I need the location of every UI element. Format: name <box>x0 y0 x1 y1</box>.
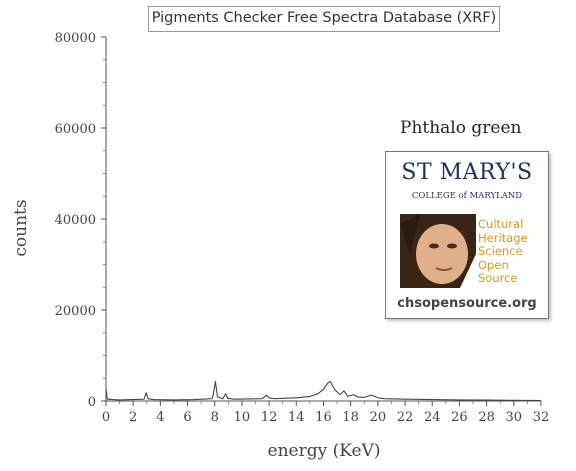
logo-word: Heritage <box>478 230 528 245</box>
logo-word: Source <box>478 271 518 285</box>
portrait-image <box>400 214 476 288</box>
x-tick-label: 18 <box>342 410 359 425</box>
logo-word: Cultural <box>478 217 524 231</box>
logo-college-name: ST MARY'S <box>401 160 533 185</box>
series-group <box>105 380 542 402</box>
logo-college-subtitle: COLLEGE of MARYLAND <box>411 191 523 201</box>
x-tick-label: 30 <box>506 410 523 425</box>
spectrum-line <box>105 380 542 402</box>
x-tick-label: 8 <box>211 410 219 425</box>
x-tick-label: 6 <box>183 410 191 425</box>
x-axis-label: energy (KeV) <box>268 441 381 461</box>
logo-url: chsopensource.org <box>397 296 537 311</box>
x-tick-label: 16 <box>315 410 332 425</box>
logo-word-list: Cultural Heritage Science Open Source <box>478 217 528 286</box>
y-axis-ticks: 0 20000 40000 60000 80000 <box>55 31 106 410</box>
y-axis-label: counts <box>11 199 31 256</box>
x-tick-label: 0 <box>102 410 110 425</box>
x-tick-label: 10 <box>234 410 251 425</box>
sample-annotation: Phthalo green <box>400 118 522 138</box>
x-tick-label: 22 <box>397 410 414 425</box>
y-tick-label: 40000 <box>55 213 96 228</box>
x-tick-label: 12 <box>261 410 278 425</box>
x-tick-label: 4 <box>156 410 164 425</box>
logo-word: Science <box>478 244 523 258</box>
y-tick-label: 60000 <box>55 122 96 137</box>
x-tick-label: 14 <box>288 410 305 425</box>
logo-word: Open <box>478 257 509 272</box>
y-tick-label: 20000 <box>55 304 96 319</box>
x-axis-ticks: 0 2 4 6 8 10 12 14 16 18 20 22 24 26 28 30 32 <box>102 401 549 425</box>
x-tick-label: 32 <box>533 410 550 425</box>
st-marys-logo: ST MARY'S COLLEGE of MARYLAND Cultural H… <box>385 151 549 319</box>
chart-title: Pigments Checker Free Spectra Database (… <box>151 10 497 26</box>
chart-title-box: Pigments Checker Free Spectra Database (… <box>148 6 500 32</box>
x-tick-label: 28 <box>478 410 495 425</box>
x-tick-label: 20 <box>370 410 387 425</box>
x-tick-label: 26 <box>451 410 468 425</box>
y-tick-label: 0 <box>88 395 96 410</box>
y-tick-label: 80000 <box>55 31 96 46</box>
x-tick-label: 2 <box>129 410 137 425</box>
x-tick-label: 24 <box>424 410 441 425</box>
